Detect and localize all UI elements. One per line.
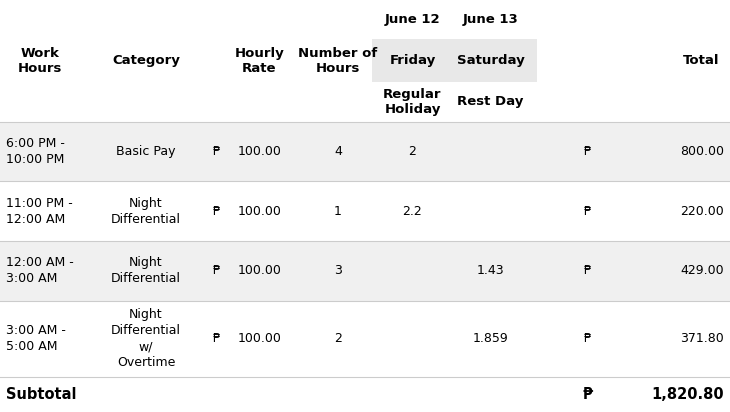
Text: 3: 3 (334, 265, 342, 277)
Text: ₱: ₱ (584, 332, 591, 345)
Text: ₱: ₱ (212, 145, 220, 158)
Bar (0, 181, 730, 241)
Text: ₱: ₱ (212, 265, 220, 277)
Text: 11:00 PM -
12:00 AM: 11:00 PM - 12:00 AM (6, 197, 72, 226)
Text: Work
Hours: Work Hours (18, 47, 62, 75)
Text: Saturday: Saturday (457, 54, 524, 67)
Text: 12:00 AM -
3:00 AM: 12:00 AM - 3:00 AM (6, 256, 74, 286)
Bar (0, 241, 730, 301)
Text: Category: Category (112, 54, 180, 67)
Text: 2.2: 2.2 (402, 205, 423, 218)
Text: Hourly
Rate: Hourly Rate (234, 47, 284, 75)
Text: 1.43: 1.43 (477, 265, 504, 277)
Text: 1.859: 1.859 (473, 332, 508, 345)
Text: 4: 4 (334, 145, 342, 158)
Text: Night
Differential: Night Differential (111, 197, 181, 226)
Text: Subtotal: Subtotal (6, 387, 77, 402)
Bar (0, 301, 730, 377)
Bar (372, 39, 537, 82)
Text: 2: 2 (334, 332, 342, 345)
Text: Total: Total (683, 54, 719, 67)
Text: ₱: ₱ (212, 205, 220, 218)
Text: 1: 1 (334, 205, 342, 218)
Text: Basic Pay: Basic Pay (116, 145, 176, 158)
Text: June 13: June 13 (463, 13, 518, 26)
Text: Night
Differential
w/
Overtime: Night Differential w/ Overtime (111, 308, 181, 370)
Text: Number of
Hours: Number of Hours (299, 47, 377, 75)
Text: 100.00: 100.00 (237, 205, 281, 218)
Text: June 12: June 12 (385, 13, 440, 26)
Text: Night
Differential: Night Differential (111, 256, 181, 286)
Bar (0, 377, 730, 412)
Text: Friday: Friday (389, 54, 436, 67)
Text: 100.00: 100.00 (237, 145, 281, 158)
Text: Rest Day: Rest Day (458, 96, 523, 108)
Text: Regular
Holiday: Regular Holiday (383, 88, 442, 116)
Text: 371.80: 371.80 (680, 332, 724, 345)
Text: 100.00: 100.00 (237, 265, 281, 277)
Text: 3:00 AM -
5:00 AM: 3:00 AM - 5:00 AM (6, 324, 66, 353)
Text: ₱: ₱ (212, 332, 220, 345)
Text: ₱: ₱ (584, 205, 591, 218)
Bar (0, 122, 730, 181)
Text: 1,820.80: 1,820.80 (652, 387, 724, 402)
Text: ₱: ₱ (583, 387, 593, 402)
Text: 6:00 PM -
10:00 PM: 6:00 PM - 10:00 PM (6, 137, 65, 166)
Text: 800.00: 800.00 (680, 145, 724, 158)
Text: ₱: ₱ (584, 145, 591, 158)
Text: 2: 2 (409, 145, 416, 158)
Text: 429.00: 429.00 (680, 265, 724, 277)
Text: ₱: ₱ (584, 265, 591, 277)
Text: 100.00: 100.00 (237, 332, 281, 345)
Text: 220.00: 220.00 (680, 205, 724, 218)
